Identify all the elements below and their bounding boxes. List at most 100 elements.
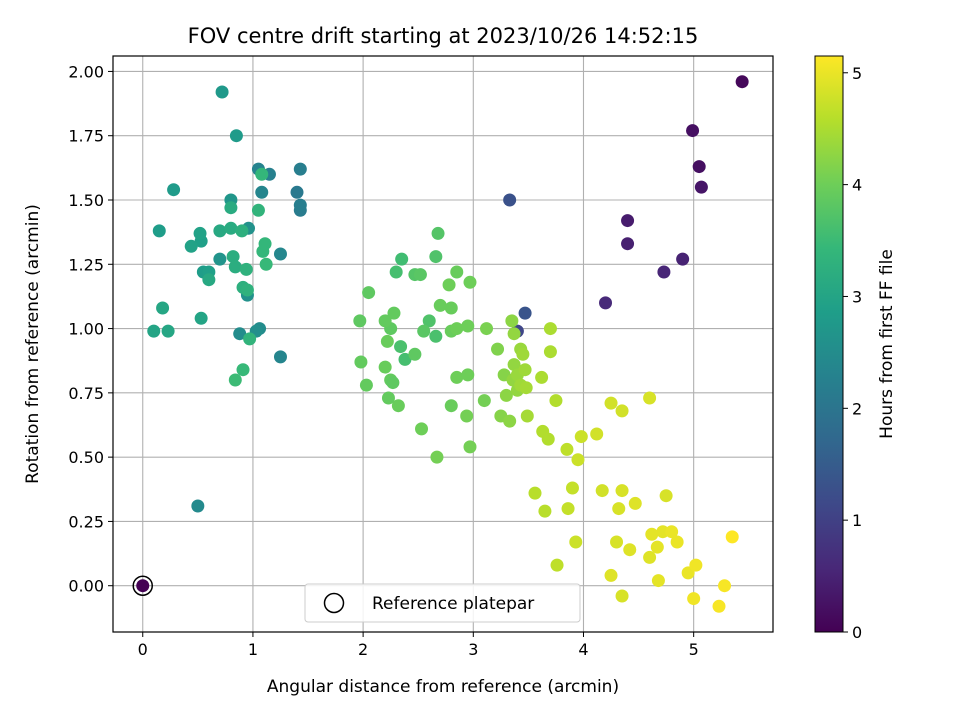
data-point — [442, 278, 456, 292]
x-tick-label: 3 — [468, 640, 478, 659]
data-point — [569, 535, 583, 549]
data-point — [560, 442, 574, 456]
data-point — [561, 502, 575, 516]
data-point — [193, 226, 207, 240]
data-point — [595, 484, 609, 498]
data-point — [236, 363, 250, 377]
data-point — [450, 265, 464, 279]
data-point — [228, 373, 242, 387]
data-point — [431, 226, 445, 240]
data-point — [463, 440, 477, 454]
data-point — [520, 409, 534, 423]
data-point — [229, 129, 243, 143]
scatter-points — [147, 75, 749, 613]
data-point — [543, 322, 557, 336]
data-point — [503, 414, 517, 428]
data-point — [386, 376, 400, 390]
data-point — [380, 334, 394, 348]
data-point — [599, 296, 613, 310]
data-point — [394, 340, 408, 354]
data-point — [463, 275, 477, 289]
chart-title: FOV centre drift starting at 2023/10/26 … — [188, 24, 699, 48]
data-point — [259, 257, 273, 271]
data-point — [612, 502, 626, 516]
data-point — [615, 404, 629, 418]
data-point — [362, 286, 376, 300]
x-tick-label: 4 — [578, 640, 588, 659]
x-tick-label: 5 — [689, 640, 699, 659]
legend-marker-icon — [323, 592, 345, 614]
data-point — [687, 592, 701, 606]
data-point — [202, 273, 216, 287]
data-point — [543, 345, 557, 359]
data-point — [670, 535, 684, 549]
data-point — [718, 579, 732, 593]
data-point — [224, 221, 238, 235]
data-point — [503, 193, 517, 207]
x-axis-ticks: 0 1 2 3 4 5 — [138, 632, 699, 659]
data-point — [408, 347, 422, 361]
data-point — [184, 239, 198, 253]
data-point — [507, 358, 521, 372]
data-point — [387, 306, 401, 320]
data-point — [621, 237, 635, 251]
data-point — [228, 260, 242, 274]
data-point — [191, 499, 205, 513]
data-point — [735, 75, 749, 89]
colorbar-tick-label: 1 — [852, 511, 862, 530]
x-axis-label: Angular distance from reference (arcmin) — [267, 677, 619, 697]
y-tick-label: 1.50 — [68, 191, 104, 210]
data-point — [491, 342, 505, 356]
colorbar-label: Hours from first FF file — [877, 249, 897, 439]
data-point — [610, 535, 624, 549]
data-point — [258, 237, 272, 251]
data-point — [429, 250, 443, 264]
data-point — [353, 314, 367, 328]
data-point — [413, 268, 427, 282]
data-point — [689, 558, 703, 572]
y-tick-label: 1.75 — [68, 127, 104, 146]
data-point — [422, 314, 436, 328]
y-tick-label: 0.25 — [68, 512, 104, 531]
data-point — [676, 252, 690, 266]
data-point — [215, 85, 229, 99]
data-point — [359, 378, 373, 392]
data-point — [152, 224, 166, 238]
data-point — [516, 347, 530, 361]
data-point — [518, 306, 532, 320]
data-point — [550, 558, 564, 572]
colorbar-tick-label: 4 — [852, 176, 862, 195]
data-point — [621, 214, 635, 228]
data-point — [391, 399, 405, 413]
data-point — [395, 252, 409, 266]
data-point — [507, 327, 521, 341]
y-tick-label: 0.50 — [68, 448, 104, 467]
data-point — [235, 224, 249, 238]
colorbar-ticks: 0 1 2 3 4 5 — [843, 64, 862, 642]
reference-point-ring — [132, 575, 153, 596]
x-tick-label: 0 — [138, 640, 148, 659]
data-point — [239, 262, 253, 276]
data-point — [604, 396, 618, 410]
y-tick-label: 0.00 — [68, 577, 104, 596]
data-point — [665, 525, 679, 539]
data-point — [389, 265, 403, 279]
data-point — [657, 265, 671, 279]
reference-point-fill — [136, 579, 150, 593]
data-point — [417, 324, 431, 338]
data-point — [213, 224, 227, 238]
data-point — [378, 314, 392, 328]
data-point — [528, 486, 542, 500]
data-point — [480, 322, 494, 336]
data-point — [224, 201, 238, 215]
data-point — [273, 350, 287, 364]
data-point — [725, 530, 739, 544]
data-point — [565, 481, 579, 495]
y-axis-ticks: 0.00 0.25 0.50 0.75 1.00 1.25 1.50 1.75 2.00 — [68, 62, 113, 596]
colorbar-tick-label: 3 — [852, 287, 862, 306]
data-point — [535, 370, 549, 384]
y-tick-label: 0.75 — [68, 384, 104, 403]
data-point — [643, 391, 657, 405]
data-point — [255, 185, 269, 199]
data-point — [460, 409, 474, 423]
